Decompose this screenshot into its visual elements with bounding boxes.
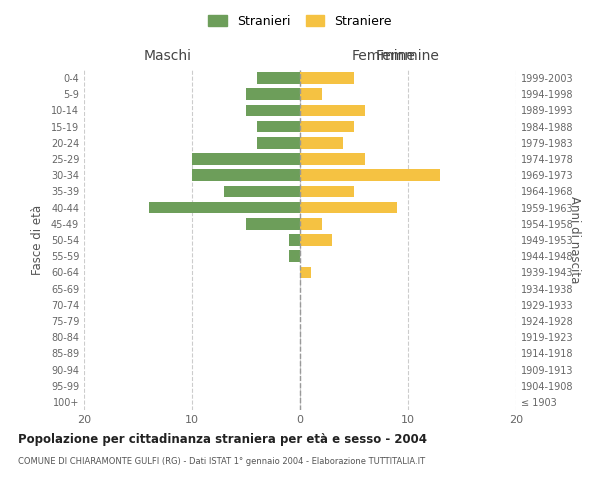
Bar	[300, 186, 354, 198]
Y-axis label: Anni di nascita: Anni di nascita	[568, 196, 581, 284]
Y-axis label: Fasce di età: Fasce di età	[31, 205, 44, 275]
Text: Femmine: Femmine	[376, 49, 440, 63]
Bar	[192, 170, 300, 181]
Bar	[246, 218, 300, 230]
Bar	[192, 153, 300, 165]
Bar	[300, 202, 397, 213]
Bar	[300, 234, 332, 246]
Text: Maschi: Maschi	[144, 48, 192, 62]
Bar	[246, 104, 300, 117]
Bar	[149, 202, 300, 213]
Bar	[300, 121, 354, 132]
Bar	[300, 170, 440, 181]
Bar	[246, 88, 300, 100]
Legend: Stranieri, Straniere: Stranieri, Straniere	[205, 11, 395, 32]
Text: COMUNE DI CHIARAMONTE GULFI (RG) - Dati ISTAT 1° gennaio 2004 - Elaborazione TUT: COMUNE DI CHIARAMONTE GULFI (RG) - Dati …	[18, 458, 425, 466]
Bar	[257, 121, 300, 132]
Bar	[300, 104, 365, 117]
Bar	[300, 137, 343, 148]
Bar	[300, 218, 322, 230]
Bar	[289, 250, 300, 262]
Bar	[300, 266, 311, 278]
Bar	[257, 72, 300, 84]
Bar	[289, 234, 300, 246]
Bar	[300, 153, 365, 165]
Bar	[300, 88, 322, 100]
Bar	[224, 186, 300, 198]
Bar	[257, 137, 300, 148]
Bar	[300, 72, 354, 84]
Text: Femmine: Femmine	[352, 48, 416, 62]
Text: Popolazione per cittadinanza straniera per età e sesso - 2004: Popolazione per cittadinanza straniera p…	[18, 432, 427, 446]
